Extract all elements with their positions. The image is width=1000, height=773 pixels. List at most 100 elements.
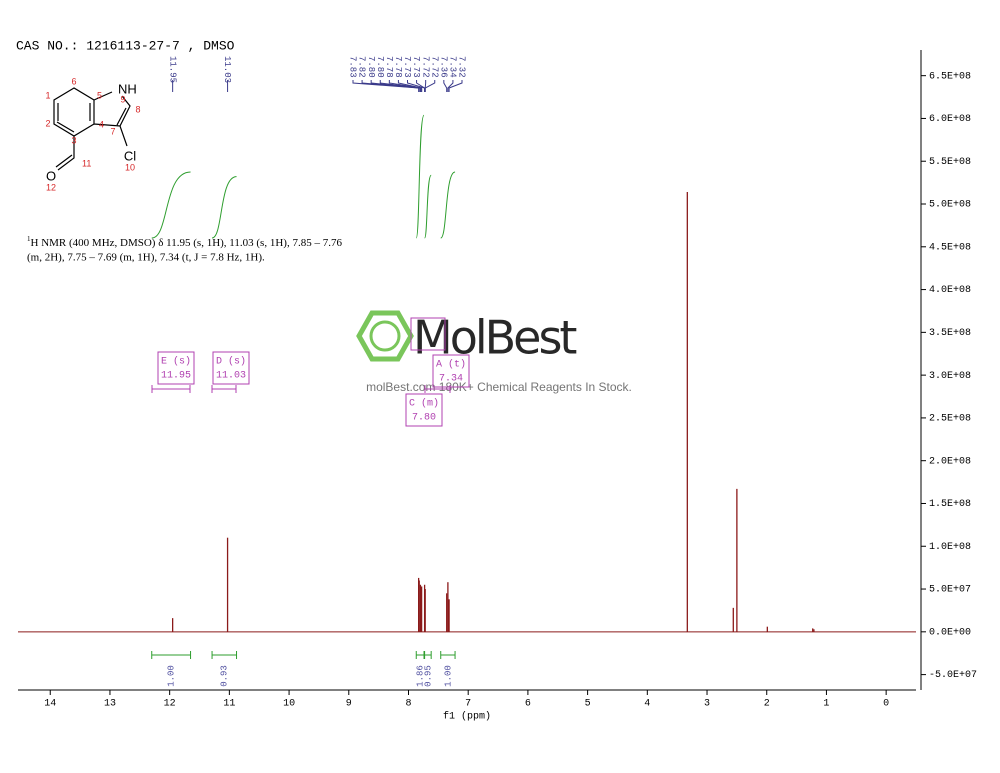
atom-label: 9 (120, 94, 125, 104)
integral-label: 0.93 (220, 665, 230, 687)
peak-label: 7.80 (375, 56, 385, 78)
superscript: 1 (27, 235, 31, 243)
integral-bracket (151, 651, 192, 659)
description-line: H NMR (400 MHz, DMSO) δ 11.95 (s, 1H), 1… (31, 237, 343, 249)
multiplet-box (410, 317, 446, 351)
page-title: CAS NO.: 1216113-27-7 , DMSO (16, 38, 235, 53)
atom-label: 1 (45, 90, 50, 100)
integral-bracket (424, 651, 432, 659)
x-tick-label: 11 (223, 699, 235, 710)
peak-leader (443, 80, 448, 92)
multiplet-box (212, 351, 250, 385)
x-tick-label: 3 (704, 699, 710, 710)
peak-label: 11.95 (167, 56, 177, 83)
peak-label: 11.03 (222, 56, 232, 83)
x-tick-label: 12 (164, 699, 176, 710)
multiplet-shift: 11.03 (216, 371, 246, 382)
y-tick-label: 3.5E+08 (929, 328, 971, 339)
peak-label: 7.34 (448, 56, 458, 78)
integral-curve (424, 174, 432, 239)
y-tick-label: 1.0E+08 (929, 542, 971, 553)
x-tick-label: 14 (44, 699, 56, 710)
y-tick-label: 2.5E+08 (929, 414, 971, 425)
x-axis-label: f1 (ppm) (443, 711, 491, 723)
multiplet-name: D (s) (216, 356, 246, 368)
peak-label: 7.72 (429, 56, 439, 78)
integral-label: 1.00 (443, 665, 453, 687)
multiplet-box (157, 351, 195, 385)
peak-label: 7.80 (366, 56, 376, 78)
peak-label: 7.78 (393, 56, 403, 78)
y-tick-label: 5.0E+07 (929, 585, 971, 596)
logo-text: MolBest (413, 311, 576, 365)
structure: 6 1 2 3 4 5 NH 9 8 7 Cl 10 11 O 12 (45, 76, 140, 192)
watermark: MolBest molBest.com 180K+ Chemical Reage… (356, 310, 632, 394)
multiplet-box (432, 354, 470, 388)
multiplet-shift: 7.80 (412, 413, 436, 424)
peak-leader (361, 80, 420, 92)
integral-bracket (211, 651, 238, 659)
logo-hexagon (356, 310, 414, 362)
integral-label: 1.00 (167, 665, 177, 687)
x-tick-label: 4 (644, 699, 650, 710)
atom-label: 2 (45, 118, 50, 128)
atom-label: 8 (135, 104, 140, 114)
y-tick-label: 4.5E+08 (929, 242, 971, 253)
nmr-description: 1H NMR (400 MHz, DMSO) δ 11.95 (s, 1H), … (27, 235, 342, 249)
integral-curve (211, 176, 237, 239)
peak-label: 7.73 (411, 56, 421, 78)
multiplet-box (405, 393, 443, 427)
peak-label: 7.83 (348, 56, 358, 78)
peak-leader (416, 80, 426, 92)
structure-bonds (53, 87, 131, 171)
x-tick-label: 8 (405, 699, 411, 710)
multiplet-shift: 7.34 (439, 374, 463, 385)
peak-leader (448, 80, 463, 92)
multiplet-shift: 11.95 (161, 371, 191, 382)
tagline: molBest.com 180K+ Chemical Reagents In S… (366, 380, 632, 394)
y-tick-label: 1.5E+08 (929, 499, 971, 510)
multiplet-name: E (s) (161, 356, 191, 368)
x-tick-label: 7 (465, 699, 471, 710)
multiplet-name: A (t) (436, 359, 466, 371)
integral-curve (415, 114, 425, 239)
y-tick-label: 3.0E+08 (929, 371, 971, 382)
atom-label: 6 (71, 76, 76, 86)
atom-symbol: NH (118, 81, 137, 96)
y-tick-label: 6.0E+08 (929, 114, 971, 125)
atom-symbol: O (46, 168, 56, 183)
peak-leader (397, 80, 423, 92)
y-tick-label: 5.0E+08 (929, 200, 971, 211)
x-tick-label: 0 (883, 699, 889, 710)
integral-curve (151, 171, 191, 239)
atom-symbol: Cl (124, 148, 136, 163)
peak-leader (447, 80, 454, 92)
atom-label: 3 (71, 135, 76, 145)
x-tick-label: 5 (585, 699, 591, 710)
peak-leader (379, 80, 421, 92)
peak-label: 7.73 (402, 56, 412, 78)
integral-label: 0.95 (423, 665, 433, 687)
atom-label: 12 (46, 182, 56, 192)
peak-label: 7.72 (420, 56, 430, 78)
x-tick-label: 2 (764, 699, 770, 710)
y-tick-label: 0.0E+00 (929, 627, 971, 638)
x-tick-label: 13 (104, 699, 116, 710)
atom-label: 11 (82, 158, 91, 168)
peak-label: 7.82 (357, 56, 367, 78)
y-tick-label: 6.5E+08 (929, 71, 971, 82)
atom-label: 5 (97, 90, 102, 100)
integral-bracket (440, 651, 456, 659)
logo-ring (369, 320, 401, 352)
multiplet-name: C (m) (409, 398, 439, 410)
integral-label: 1.86 (416, 665, 426, 687)
y-tick-label: -5.0E+07 (929, 670, 977, 681)
x-tick-label: 1 (823, 699, 829, 710)
atom-label: 10 (125, 162, 135, 172)
integral-bracket (415, 651, 425, 659)
integral-curve (440, 171, 456, 239)
y-tick-label: 4.0E+08 (929, 285, 971, 296)
peak-label: 7.32 (457, 56, 467, 78)
